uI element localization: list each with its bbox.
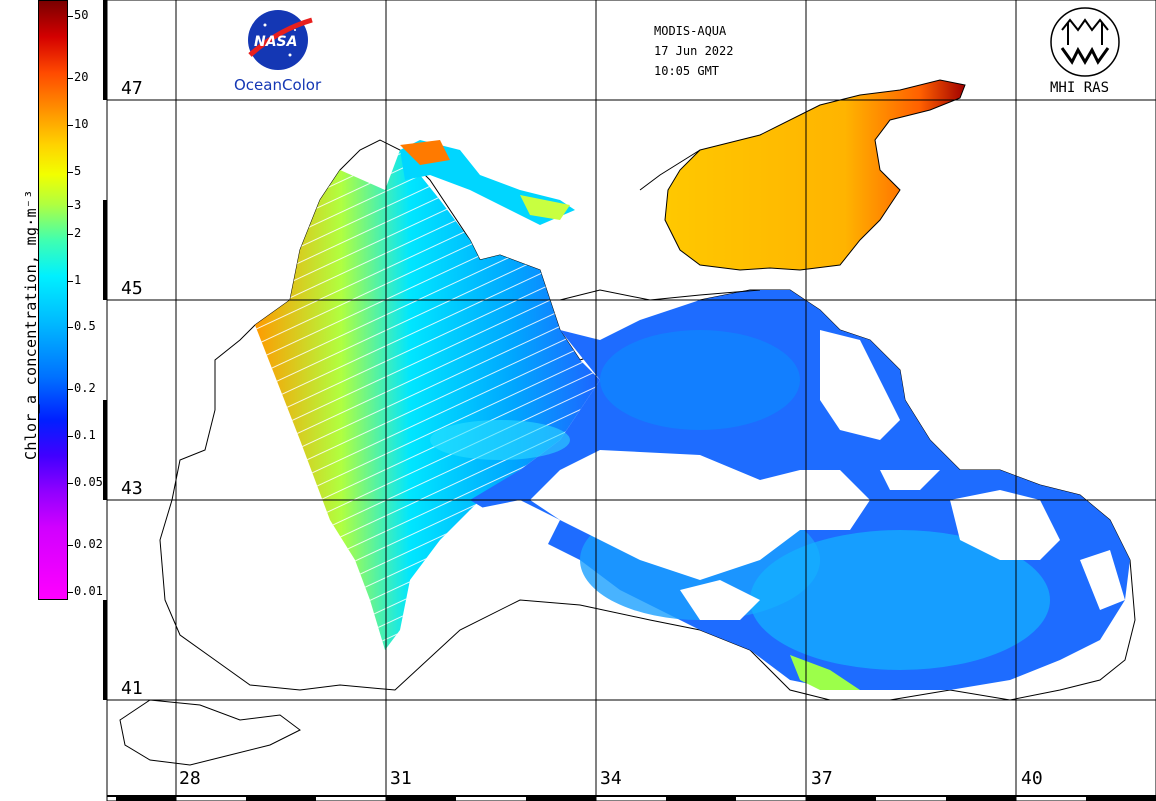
colorbar [38, 0, 68, 600]
colorbar-tick-mark [68, 592, 73, 593]
colorbar-tick-mark [68, 545, 73, 547]
colorbar-tick-label: 0.05 [74, 475, 103, 490]
colorbar-tick-mark [68, 327, 73, 329]
colorbar-tick-mark [68, 171, 73, 173]
colorbar-title: Chlor_a concentration, mg·m⁻³ [22, 189, 40, 460]
bottom-scale-bar [107, 795, 1156, 801]
nasa-wordmark: NASA [254, 34, 298, 50]
colorbar-tick-label: 2 [74, 225, 82, 240]
colorbar-tick-mark [68, 233, 73, 235]
colorbar-tick-label: 0.02 [74, 537, 103, 552]
lat-label-47: 47 [121, 78, 143, 99]
lat-label-41: 41 [121, 678, 143, 699]
lon-label-40: 40 [1021, 768, 1043, 789]
colorbar-tick-mark [68, 206, 73, 208]
colorbar-tick-mark [68, 280, 73, 282]
lon-label-37: 37 [811, 768, 833, 789]
colorbar-tick-label: 10 [74, 116, 89, 131]
colorbar-tick-mark [68, 483, 73, 485]
colorbar-tick-label: 20 [74, 69, 89, 84]
lat-label-43: 43 [121, 478, 143, 499]
colorbar-tick-label: 0.5 [74, 319, 96, 334]
colorbar-tick-label: 0.01 [74, 584, 103, 598]
sensor-label: MODIS-AQUA [654, 24, 727, 38]
colorbar-tick-mark [68, 77, 73, 79]
colorbar-tick-mark [68, 16, 73, 17]
colorbar-tick-mark [68, 436, 73, 438]
colorbar-tick-label: 1 [74, 272, 82, 287]
sea-of-azov [664, 79, 966, 271]
colorbar-tick-label: 0.2 [74, 381, 96, 396]
colorbar-tick-label: 50 [74, 8, 89, 22]
nasa-logo [248, 10, 313, 70]
cloud-mask [430, 330, 1125, 620]
graticule [107, 0, 1156, 801]
nasa-caption: OceanColor [234, 76, 322, 94]
time-label: 10:05 GMT [654, 64, 720, 78]
colorbar-tick-label: 0.1 [74, 428, 96, 443]
lon-label-31: 31 [390, 768, 412, 789]
mhi-ras-logo [1050, 7, 1120, 77]
date-label: 17 Jun 2022 [654, 44, 734, 58]
lat-label-45: 45 [121, 278, 143, 299]
lon-label-34: 34 [600, 768, 622, 789]
lon-label-28: 28 [179, 768, 201, 789]
mhi-caption: MHI RAS [1050, 80, 1110, 96]
colorbar-tick-label: 5 [74, 163, 82, 178]
colorbar-tick-mark [68, 389, 73, 391]
colorbar-tick-label: 3 [74, 198, 82, 213]
colorbar-tick-mark [68, 124, 73, 126]
left-scale-bar [103, 0, 107, 700]
